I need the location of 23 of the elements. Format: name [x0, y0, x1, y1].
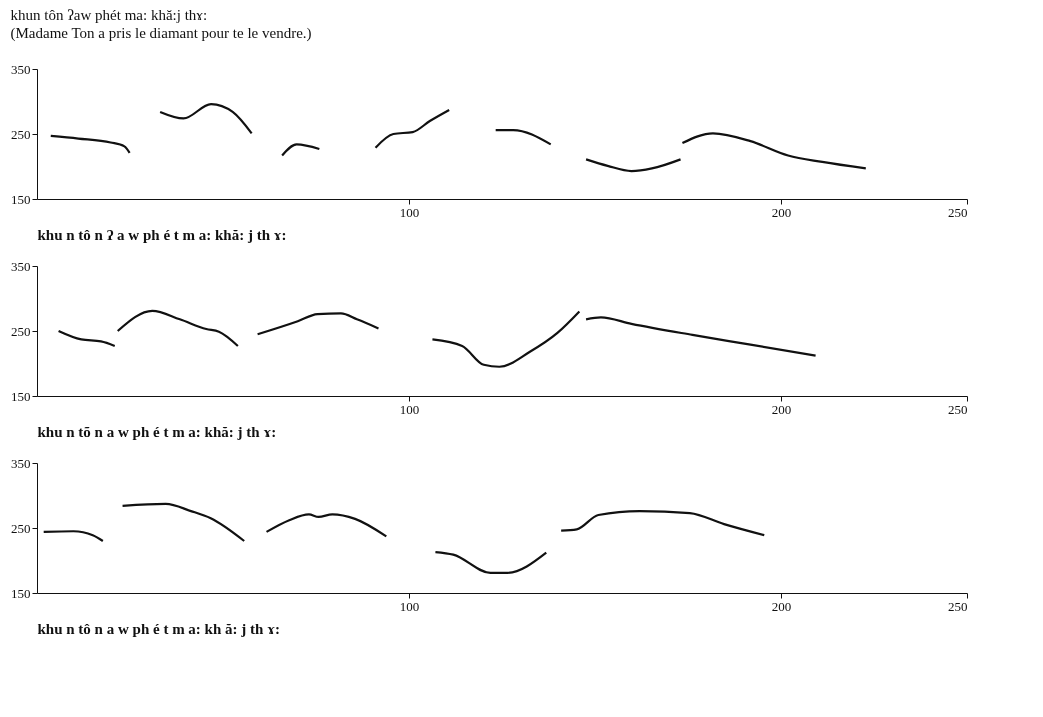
x-tick-label: 200: [771, 204, 792, 220]
y-tick-label: 150: [11, 388, 31, 404]
x-tick-label: 100: [399, 401, 420, 417]
x-tick-label: 100: [399, 204, 420, 220]
x-tick-label: 200: [771, 401, 792, 417]
x-axis-title: khu n tõ n a w ph é t m a: khă: j th ɤ:: [37, 423, 277, 440]
y-tick-label: 250: [11, 126, 31, 142]
y-tick-label: 350: [11, 455, 31, 471]
y-tick-label: 250: [11, 323, 31, 339]
y-tick-label: 150: [11, 585, 31, 601]
x-tick-label: 250: [948, 204, 968, 220]
y-tick-label: 150: [11, 191, 31, 207]
x-tick-label: 200: [771, 598, 792, 614]
y-tick-label: 350: [11, 61, 31, 77]
x-axis-title: khu n tô n ʔ a w ph é t m a: khă: j th ɤ:: [37, 226, 287, 243]
chart-subtitle: (Madame Ton a pris le diamant pour te le vendre.): [10, 25, 312, 42]
chart-title: khun tôn ʔaw phét ma: khă:j thɤ:: [10, 7, 208, 23]
x-tick-label: 250: [948, 401, 968, 417]
x-tick-label: 100: [399, 598, 420, 614]
x-axis-title: khu n tô n a w ph é t m a: kh ă: j th ɤ:: [37, 620, 280, 637]
y-tick-label: 250: [11, 520, 31, 536]
x-tick-label: 250: [948, 598, 968, 614]
y-tick-label: 350: [11, 258, 31, 274]
